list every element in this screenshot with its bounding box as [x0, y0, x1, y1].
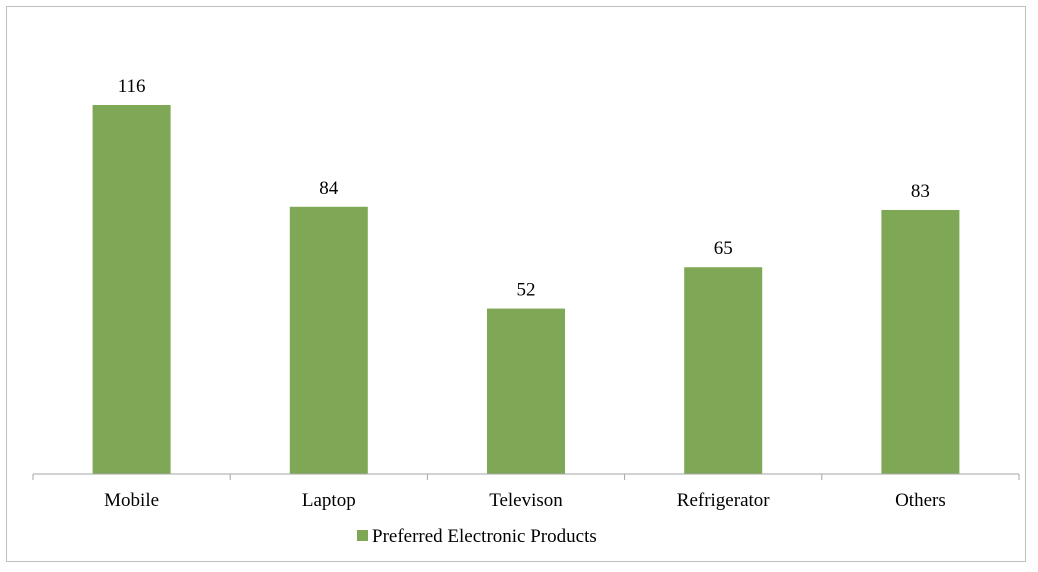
legend: Preferred Electronic Products — [357, 526, 597, 547]
data-label-refrigerator: 65 — [714, 238, 733, 259]
bar-others — [881, 209, 960, 475]
bars-group — [92, 105, 960, 475]
bar-laptop — [289, 206, 368, 475]
data-labels-group: 116 84 52 65 83 — [118, 76, 930, 301]
tick-label-refrigerator: Refrigerator — [677, 490, 771, 511]
legend-label-preferred-electronic-products: Preferred Electronic Products — [372, 526, 597, 547]
legend-swatch-preferred-electronic-products — [357, 530, 368, 541]
tick-label-others: Others — [895, 490, 946, 511]
x-axis-tick-labels: Mobile Laptop Televison Refrigerator Others — [104, 490, 946, 511]
bar-refrigerator — [684, 267, 763, 474]
data-label-laptop: 84 — [319, 178, 339, 199]
data-label-others: 83 — [911, 181, 930, 202]
bar-mobile — [92, 105, 171, 474]
data-label-mobile: 116 — [118, 76, 146, 97]
tick-label-laptop: Laptop — [302, 490, 356, 511]
x-axis-ticks — [32, 474, 1020, 480]
bar-televison — [487, 308, 565, 474]
data-label-televison: 52 — [517, 280, 536, 301]
tick-label-mobile: Mobile — [104, 490, 159, 511]
tick-label-televison: Televison — [489, 490, 563, 511]
